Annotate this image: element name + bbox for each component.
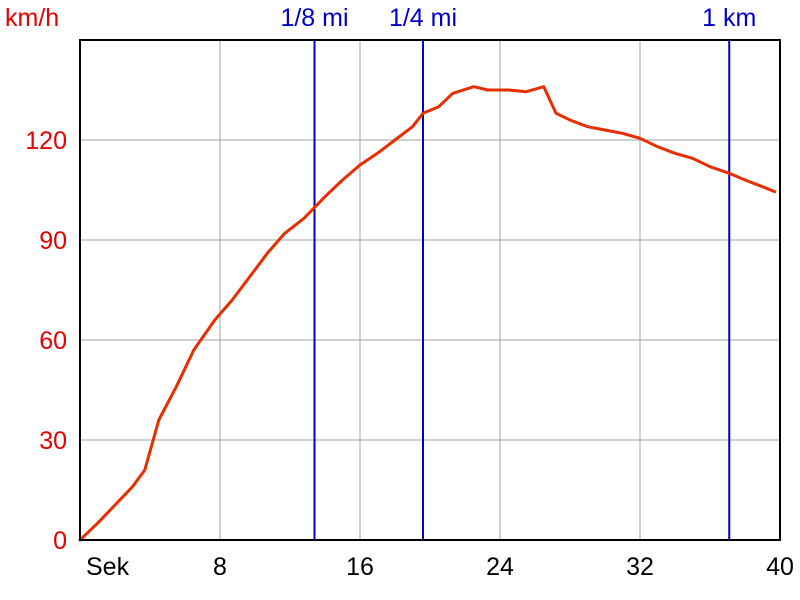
grid-lines xyxy=(80,40,780,540)
x-tick-label-8: 8 xyxy=(213,553,227,581)
y-tick-label-90: 90 xyxy=(39,227,67,255)
series-line-0 xyxy=(78,85,777,542)
x-tick-label-16: 16 xyxy=(346,553,374,581)
x-tick-label-40: 40 xyxy=(766,553,794,581)
x-tick-label-32: 32 xyxy=(626,553,654,581)
marker-label-1: 1/4 mi xyxy=(389,4,457,32)
y-tick-labels: 0 30 60 90 120 xyxy=(25,127,67,555)
y-tick-label-30: 30 xyxy=(39,427,67,455)
x-tick-label-24: 24 xyxy=(486,553,514,581)
marker-label-2: 1 km xyxy=(702,4,756,32)
plot-frame xyxy=(79,39,781,541)
marker-label-0: 1/8 mi xyxy=(280,4,348,32)
y-tick-label-60: 60 xyxy=(39,327,67,355)
y-tick-label-0: 0 xyxy=(53,527,67,555)
y-tick-label-120: 120 xyxy=(25,127,67,155)
x-tick-labels: 8 16 24 32 40 xyxy=(213,553,794,581)
y-axis-label: km/h xyxy=(5,4,59,32)
series-layer xyxy=(78,85,777,542)
distance-markers: 1/8 mi 1/4 mi 1 km xyxy=(280,4,756,540)
x-axis-label: Sek xyxy=(86,553,130,581)
